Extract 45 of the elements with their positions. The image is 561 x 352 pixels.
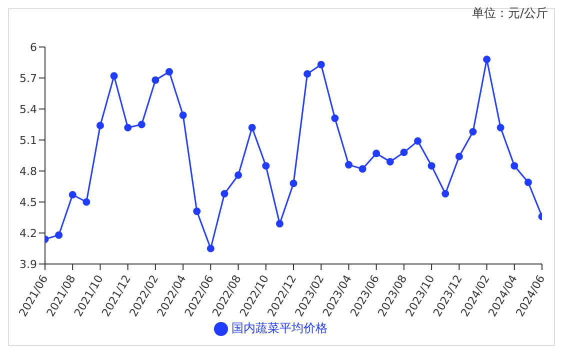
y-tick-label: 5.7 <box>20 72 37 85</box>
y-tick-label: 4.8 <box>20 164 37 178</box>
y-tick-label: 4.2 <box>20 226 37 240</box>
y-tick-label: 6 <box>30 40 37 54</box>
point <box>276 220 284 228</box>
point <box>304 70 312 78</box>
point <box>179 111 187 119</box>
point <box>290 180 298 188</box>
y-tick-label: 5.4 <box>20 102 37 116</box>
point <box>82 198 90 206</box>
point <box>414 137 422 145</box>
point <box>68 191 76 199</box>
point <box>138 120 146 128</box>
point <box>317 60 325 68</box>
point <box>262 162 270 170</box>
point <box>248 124 256 132</box>
legend-label: 国内蔬菜平均价格 <box>232 321 328 335</box>
point <box>55 231 63 239</box>
point <box>372 150 380 158</box>
point <box>331 114 339 122</box>
point <box>358 165 366 173</box>
point <box>193 208 201 216</box>
point <box>442 190 450 198</box>
point <box>152 76 160 84</box>
point <box>386 158 394 166</box>
y-tick-label: 3.9 <box>20 258 37 271</box>
point <box>428 162 436 170</box>
y-tick-label: 4.5 <box>20 196 37 209</box>
point <box>220 190 228 198</box>
point <box>455 152 463 160</box>
point <box>483 56 491 64</box>
point <box>344 161 352 169</box>
point <box>510 162 518 170</box>
text: 单位：元/公斤 <box>472 5 548 22</box>
point <box>469 128 477 136</box>
point <box>234 171 242 179</box>
y-tick-label: 5.1 <box>20 134 37 147</box>
point <box>96 122 104 130</box>
point <box>496 124 504 132</box>
point <box>124 124 132 132</box>
point <box>206 244 214 252</box>
point <box>166 68 173 76</box>
point <box>524 178 532 186</box>
point <box>400 148 408 156</box>
point <box>110 72 118 80</box>
